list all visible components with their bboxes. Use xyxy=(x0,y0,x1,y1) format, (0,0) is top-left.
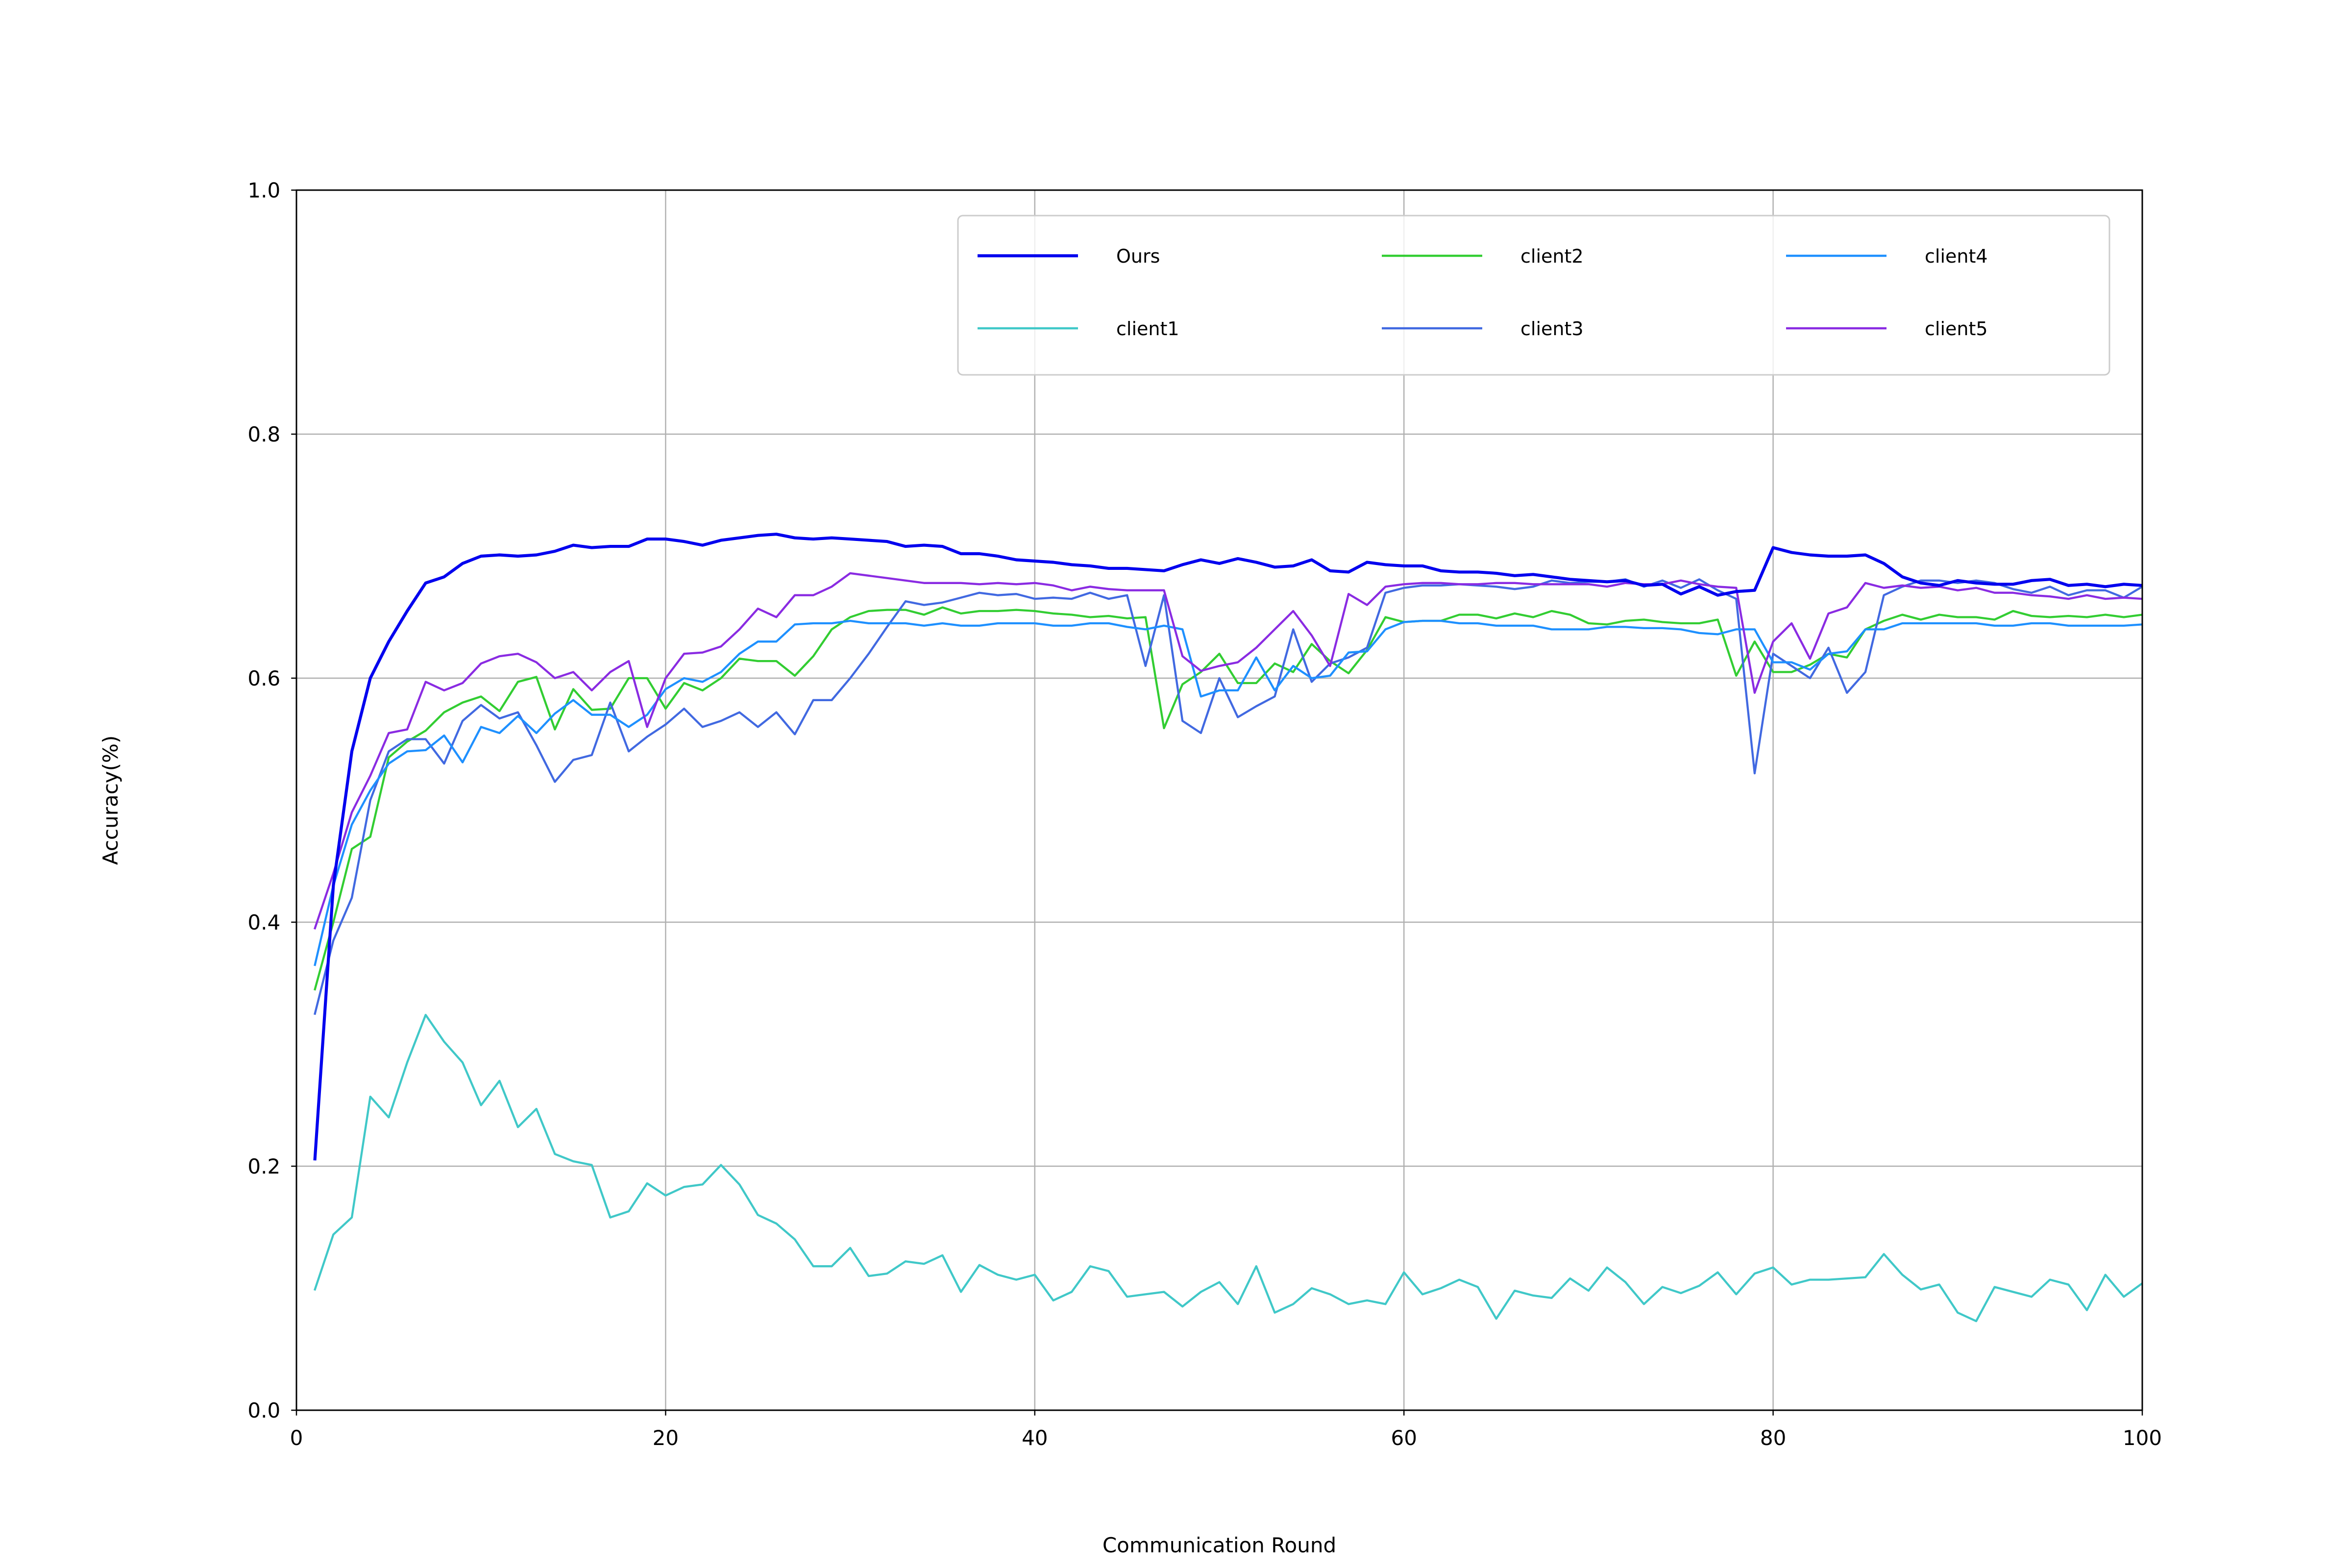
x-tick-label: 60 xyxy=(1391,1426,1417,1450)
series-line-client4 xyxy=(314,619,2142,966)
y-tick-label: 0.0 xyxy=(247,1398,280,1422)
series-line-client5 xyxy=(313,572,2142,930)
x-tick-label: 80 xyxy=(1760,1426,1786,1450)
x-tick-label: 40 xyxy=(1022,1426,1048,1450)
axis-ticks: 0 20 40 60 80 100 0.0 0.2 0.4 0.6 0.8 1.0 xyxy=(247,178,2162,1450)
x-axis-title: Communication Round xyxy=(1102,1533,1336,1557)
legend-label-ours: Ours xyxy=(1116,245,1160,267)
y-tick-label: 0.4 xyxy=(247,910,280,934)
x-tick-label: 100 xyxy=(2123,1426,2162,1450)
legend-label-client1: client1 xyxy=(1116,318,1179,340)
series-line-client1 xyxy=(313,1014,2142,1323)
legend-label-client4: client4 xyxy=(1925,245,1988,267)
y-tick-label: 1.0 xyxy=(247,178,280,202)
plot-area-frame xyxy=(295,189,2143,1411)
series-line-ours xyxy=(313,533,2142,1161)
y-axis-title: Accuracy(%) xyxy=(98,735,122,865)
legend: Ours client1 client2 client3 client4 client5 xyxy=(957,215,2110,376)
legend-label-client2: client2 xyxy=(1520,245,1584,267)
legend-box xyxy=(957,215,2110,376)
legend-label-client5: client5 xyxy=(1925,318,1988,340)
series-line-client2 xyxy=(314,606,2142,991)
x-tick-label: 20 xyxy=(653,1426,679,1450)
series-line-client3 xyxy=(314,578,2142,1015)
y-tick-label: 0.2 xyxy=(247,1154,280,1178)
y-tick-label: 0.8 xyxy=(247,422,280,446)
y-tick-label: 0.6 xyxy=(247,666,280,690)
series-layer xyxy=(313,533,2142,1323)
x-tick-label: 0 xyxy=(290,1426,303,1450)
legend-label-client3: client3 xyxy=(1520,318,1584,340)
